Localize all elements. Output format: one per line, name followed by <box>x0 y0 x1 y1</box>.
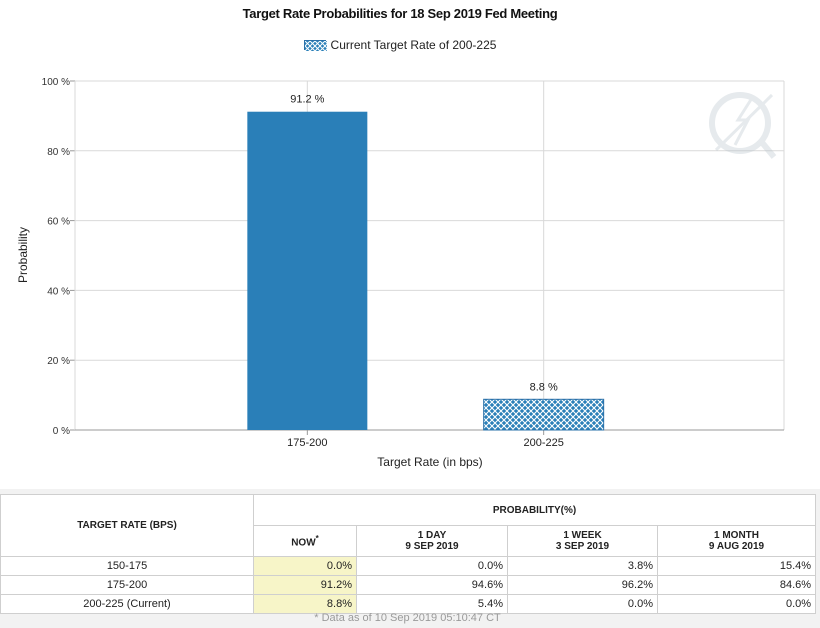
week-cell: 96.2% <box>507 575 658 595</box>
one-week-header: 1 WEEK 3 SEP 2019 <box>507 525 658 557</box>
x-tick-label: 175-200 <box>287 437 327 449</box>
bar-200-225[interactable] <box>483 398 605 431</box>
bar-data-label: 91.2 % <box>290 94 324 106</box>
week-cell: 3.8% <box>507 556 658 576</box>
x-tick-label: 200-225 <box>523 437 563 449</box>
legend-hatch-swatch <box>303 40 327 51</box>
month-cell: 15.4% <box>656 556 817 576</box>
data-timestamp-footnote: * Data as of 10 Sep 2019 05:10:47 CT <box>314 612 501 624</box>
chart-panel: Target Rate Probabilities for 18 Sep 201… <box>0 0 820 489</box>
y-tick-label: 0 % <box>53 426 70 437</box>
rate-cell: 200-225 (Current) <box>0 594 254 614</box>
one-month-title: 1 MONTH <box>714 530 760 541</box>
y-tick-label: 40 % <box>47 286 70 297</box>
chart-title: Target Rate Probabilities for 18 Sep 201… <box>242 6 558 21</box>
y-tick-label: 60 % <box>47 217 70 228</box>
y-tick-label: 100 % <box>42 77 70 88</box>
chart-legend[interactable]: Current Target Rate of 200-225 <box>0 38 800 52</box>
one-month-header: 1 MONTH 9 AUG 2019 <box>656 525 817 557</box>
table-row: 150-175 0.0% 0.0% 3.8% 15.4% <box>0 556 817 576</box>
y-tick-label: 80 % <box>47 147 70 158</box>
probability-header: PROBABILITY(%) <box>252 494 817 526</box>
table-row: 200-225 (Current) 8.8% 5.4% 0.0% 0.0% <box>0 594 817 614</box>
rate-cell: 175-200 <box>0 575 254 595</box>
chart-plot: 0 % 20 % 40 % 60 % 80 % 100 % 91.2 % 175-200 8.… <box>16 77 785 469</box>
month-cell: 0.0% <box>656 594 817 614</box>
bar-data-label: 8.8 % <box>530 381 558 393</box>
one-day-title: 1 DAY <box>417 530 447 541</box>
rate-cell: 150-175 <box>0 556 254 576</box>
y-tick-label: 20 % <box>47 356 70 367</box>
now-cell: 0.0% <box>253 556 357 576</box>
day-cell: 0.0% <box>356 556 508 576</box>
now-header: NOW* <box>253 525 357 557</box>
one-day-date: 9 SEP 2019 <box>405 541 459 552</box>
target-rate-header: TARGET RATE (BPS) <box>0 494 254 557</box>
x-axis-label: Target Rate (in bps) <box>377 455 482 469</box>
now-header-label: NOW <box>291 537 316 549</box>
one-day-header: 1 DAY 9 SEP 2019 <box>356 525 508 557</box>
day-cell: 5.4% <box>356 594 508 614</box>
y-axis-label: Probability <box>16 227 30 283</box>
legend-label: Current Target Rate of 200-225 <box>330 38 497 52</box>
probability-table: TARGET RATE (BPS) PROBABILITY(%) NOW* 1 … <box>0 494 817 614</box>
one-month-date: 9 AUG 2019 <box>708 541 765 552</box>
now-cell: 91.2% <box>253 575 357 595</box>
now-cell: 8.8% <box>253 594 357 614</box>
now-footnote-marker: * <box>315 533 319 543</box>
bar-175-200[interactable] <box>247 111 368 430</box>
watermark-logo-icon <box>709 92 777 159</box>
week-cell: 0.0% <box>507 594 658 614</box>
probability-table-container: TARGET RATE (BPS) PROBABILITY(%) NOW* 1 … <box>0 494 817 614</box>
one-week-title: 1 WEEK <box>563 530 602 541</box>
table-row: 175-200 91.2% 94.6% 96.2% 84.6% <box>0 575 817 595</box>
month-cell: 84.6% <box>656 575 817 595</box>
day-cell: 94.6% <box>356 575 508 595</box>
one-week-date: 3 SEP 2019 <box>555 541 610 552</box>
